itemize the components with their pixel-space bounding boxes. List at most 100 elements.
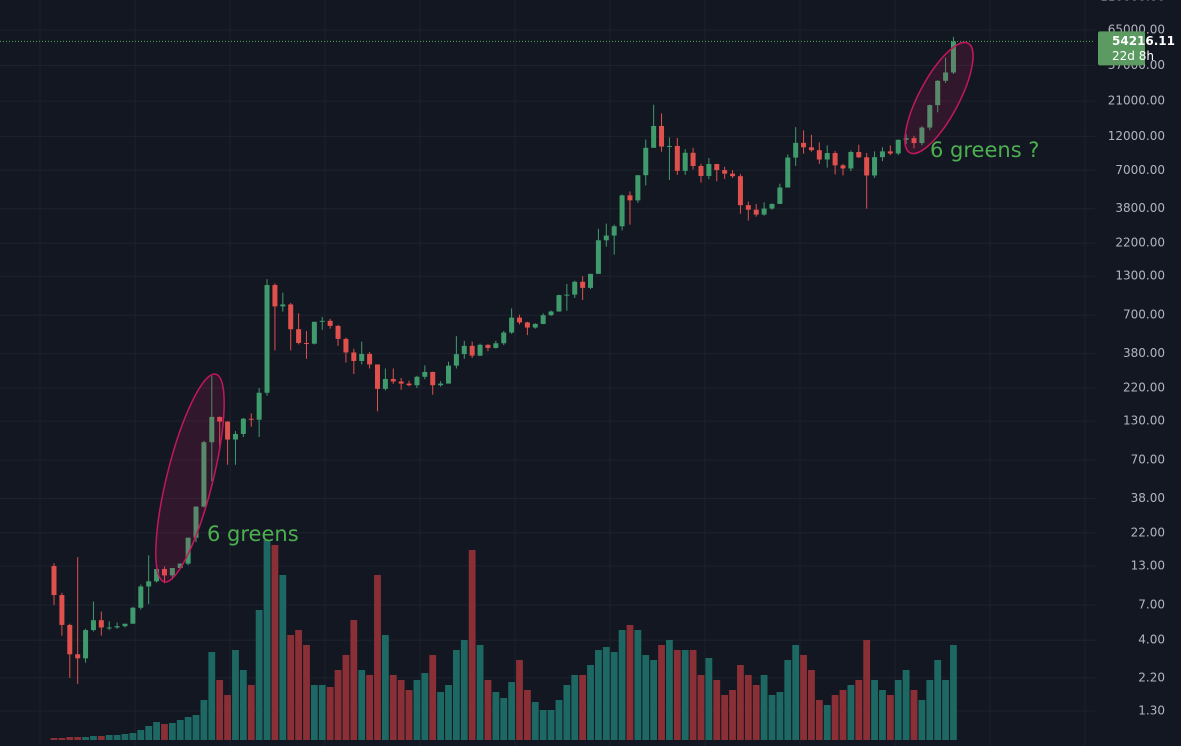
candle-body (256, 392, 262, 420)
volume-bar (468, 550, 476, 740)
candle-body (532, 323, 538, 328)
volume-bar (168, 723, 176, 740)
volume-bar (452, 650, 460, 740)
annotation: 6 greens (207, 522, 299, 546)
candle-body (430, 371, 436, 386)
volume-bar (563, 685, 571, 740)
candle-body (335, 325, 341, 339)
candle-body (753, 209, 759, 215)
candle-body (816, 150, 822, 160)
volume-bar (524, 690, 531, 740)
candle-body (98, 620, 104, 628)
volume-bar (618, 630, 626, 740)
y-tick-label: 1.30 (1138, 703, 1165, 717)
candle-body (588, 273, 594, 288)
volume-bar (500, 698, 508, 740)
volume-bar (666, 640, 673, 740)
volume-bar (176, 720, 184, 740)
highlight-ellipse (904, 41, 974, 155)
candle-body (75, 654, 81, 659)
volume-bar (184, 717, 192, 740)
volume-bar (97, 736, 105, 740)
volume-bar (66, 737, 74, 740)
candle-body (67, 624, 73, 655)
volume-bar (744, 675, 752, 740)
volume-bar (342, 655, 350, 740)
volume-bar (855, 680, 863, 740)
volume-bar (381, 635, 389, 740)
candle-body (761, 208, 767, 215)
volume-bar (413, 680, 421, 740)
candles (51, 36, 956, 684)
candle-body (524, 322, 530, 328)
candle-body (343, 338, 349, 353)
volume-bar (792, 645, 800, 740)
volume-bar (58, 738, 66, 740)
candle-body (130, 607, 136, 624)
highlight-ellipse (155, 373, 225, 583)
y-tick-label: 70.00 (1131, 453, 1165, 467)
volume-bar (429, 655, 437, 740)
candle-body (232, 433, 238, 440)
volume-bar (374, 575, 381, 740)
candle-body (327, 320, 333, 326)
candle-body (406, 383, 412, 386)
candle-body (611, 226, 617, 236)
candle-body (90, 620, 96, 631)
candle-body (824, 153, 830, 160)
candle-body (296, 329, 302, 343)
volume-bar (358, 670, 366, 740)
volume-bar (192, 715, 200, 740)
candle-body (674, 145, 680, 171)
y-tick-label: 7000.00 (1115, 163, 1165, 177)
candle-body (193, 506, 199, 538)
y-tick-label: 700.00 (1123, 308, 1165, 322)
volume-bar (815, 700, 823, 740)
candle-body (879, 151, 885, 158)
candle-body (895, 139, 901, 154)
candle-body (635, 175, 641, 201)
candle-body (493, 343, 499, 348)
y-tick-label: 12000.00 (1108, 129, 1165, 143)
volume-bar (650, 660, 658, 740)
candle-body (264, 285, 270, 393)
volume-bar (705, 658, 713, 740)
volume-bar (918, 700, 926, 740)
candle-body (414, 376, 420, 386)
candle-body (311, 321, 317, 344)
candle-body (51, 566, 57, 596)
candle-body (154, 569, 160, 582)
y-tick-label: 21000.00 (1108, 94, 1165, 108)
candle-body (240, 418, 246, 434)
price-axis: 1.30 2.20 4.00 7.00 13.00 22.00 38.00 70.00 130.… (1100, 0, 1165, 717)
volume-bar (555, 700, 563, 740)
volume-bar (208, 652, 216, 740)
volume-bar (658, 645, 665, 740)
y-tick-label: 1300.00 (1115, 269, 1165, 283)
volume-bar (839, 690, 847, 740)
volume-bar (847, 685, 855, 740)
volume-bar (871, 680, 878, 740)
candle-body (161, 569, 167, 576)
volume-bar (760, 675, 768, 740)
candle-body (808, 147, 814, 151)
volume-bar (595, 650, 602, 740)
volume-bar (247, 685, 255, 740)
candle-body (603, 235, 609, 241)
y-tick-label: 22.00 (1131, 525, 1165, 539)
volume-bar (516, 660, 523, 740)
candle-body (659, 125, 665, 147)
volume-bar (105, 735, 113, 740)
candle-body (919, 127, 925, 144)
candle-body (509, 317, 515, 333)
candle-body (209, 416, 215, 443)
candle-body (564, 294, 570, 296)
volume-bar (863, 640, 871, 740)
volume-bar (303, 645, 310, 740)
volume-bar (950, 645, 957, 740)
volume-bar (129, 733, 137, 740)
candle-body (398, 381, 404, 384)
volume-bar (713, 680, 721, 740)
candle-body (887, 151, 893, 154)
volume-bar (484, 680, 492, 740)
